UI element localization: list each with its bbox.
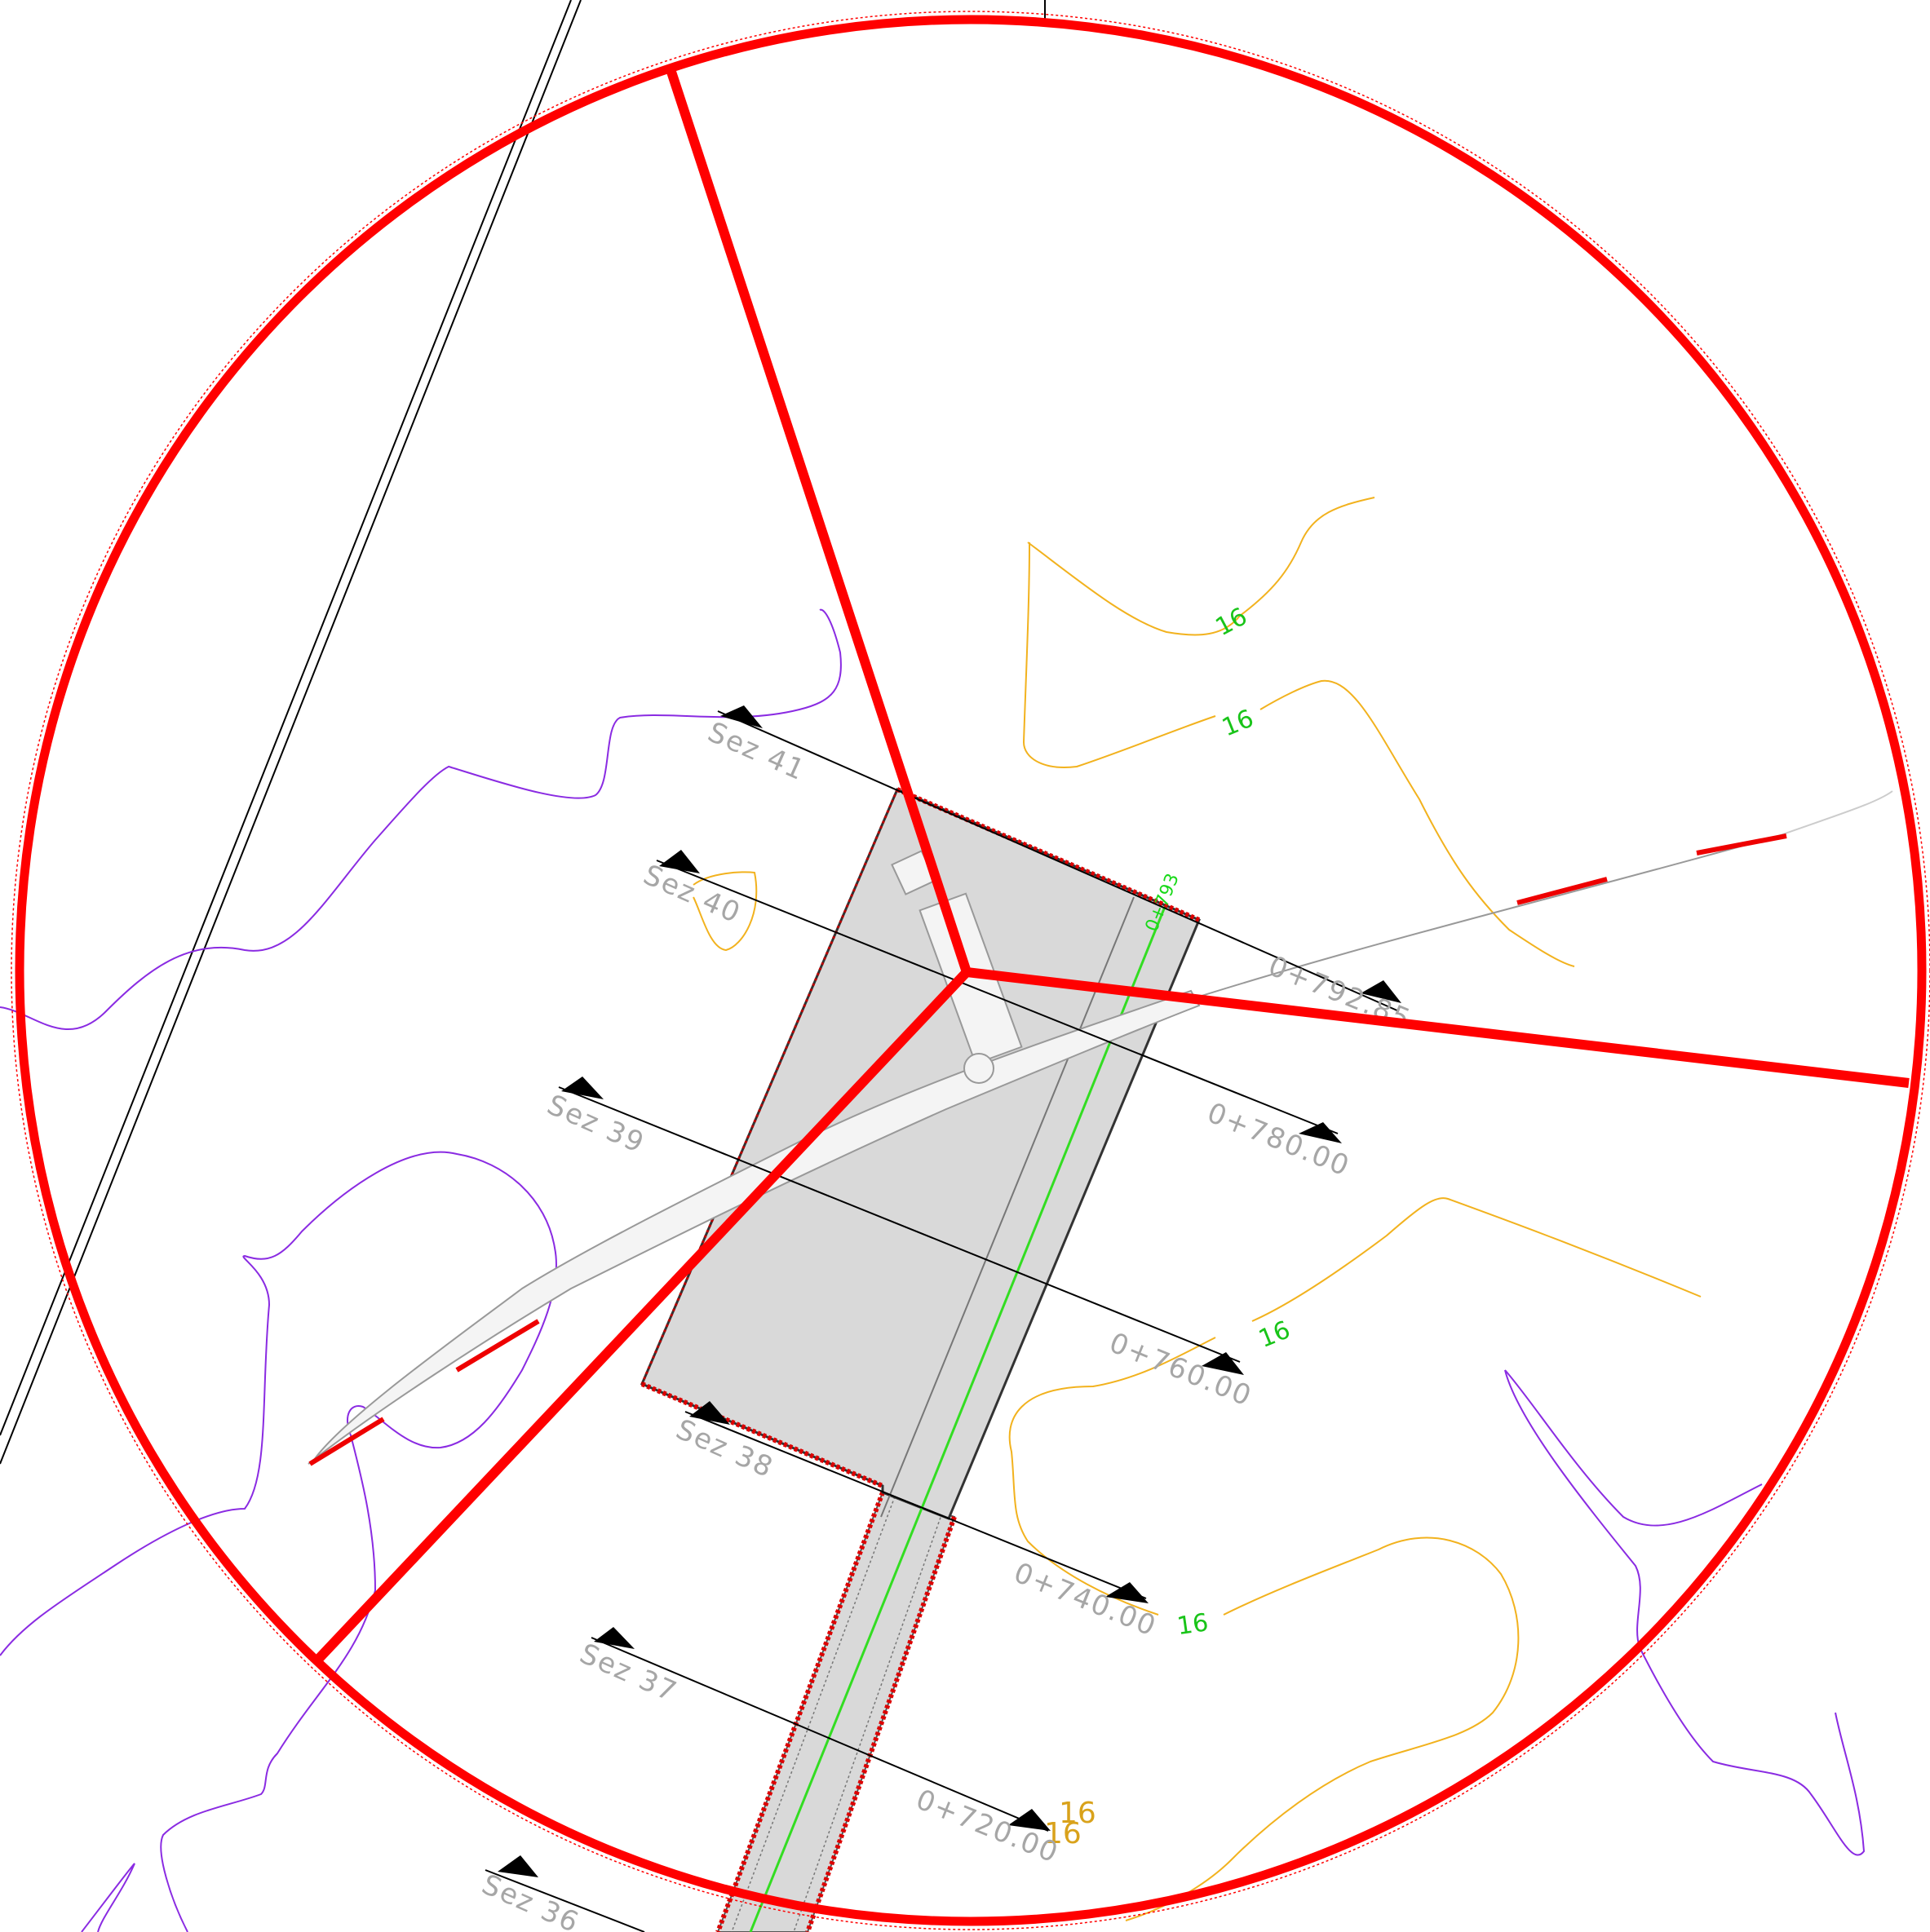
- section-arrow-icon: [720, 705, 763, 728]
- section-arrow-icon: [1202, 1352, 1244, 1375]
- section-arrow-icon: [1105, 1582, 1149, 1603]
- rotor-blade-markings: [308, 833, 1787, 1466]
- section-arrow-icon: [659, 850, 700, 873]
- contour-label: 16: [1059, 1797, 1096, 1830]
- existing-road: [0, 0, 1046, 1465]
- section-arrow-icon: [1299, 1122, 1342, 1143]
- section-markers: [498, 705, 1401, 1877]
- section-label: Sez 39: [542, 1089, 650, 1161]
- safety-buffer: [11, 11, 1930, 1930]
- contour-labels: 16 16 16 16 16 16: [1044, 602, 1295, 1850]
- section-label: Sez 37: [575, 1638, 683, 1709]
- section-arrow-icon: [689, 1401, 730, 1425]
- section-arrow-icon: [498, 1855, 538, 1877]
- contour-label: 16: [1255, 1315, 1295, 1354]
- section-arrow-icon: [594, 1627, 635, 1649]
- section-label: Sez 36: [477, 1868, 585, 1932]
- contour-label: 16: [1211, 602, 1252, 642]
- section-arrow-icon: [1361, 980, 1401, 1003]
- section-lines: [485, 710, 1400, 1932]
- contour-label: 16: [1044, 1817, 1082, 1850]
- property-boundaries: [0, 608, 1866, 1932]
- contour-label: 16: [1175, 1608, 1211, 1641]
- section-arrow-icon: [1008, 1809, 1051, 1831]
- section-arrow-icon: [561, 1077, 604, 1099]
- contour-lines: [693, 497, 1702, 1921]
- access-road: [715, 1491, 957, 1932]
- contour-label: 16: [1218, 705, 1258, 743]
